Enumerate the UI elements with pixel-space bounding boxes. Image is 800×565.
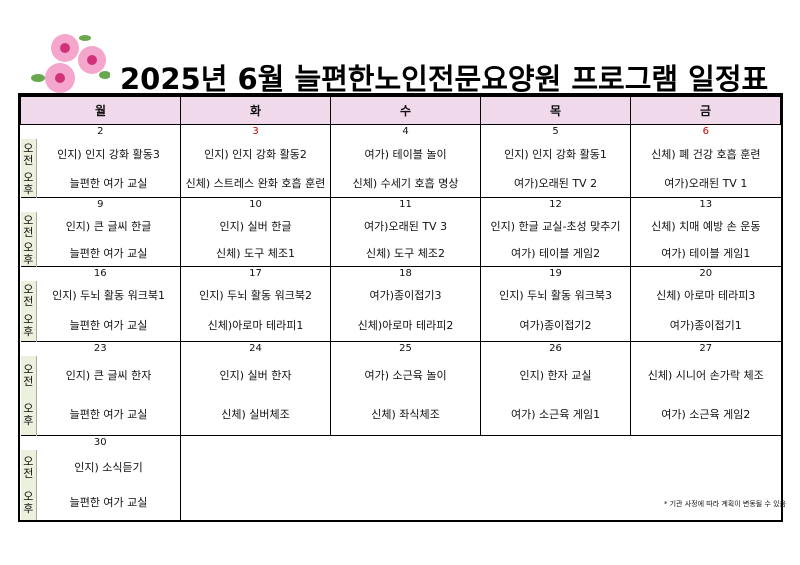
program-cell: 인지) 한글 교실-초성 맞추기 (480, 211, 631, 242)
program-cell: 늘편한 여가 교실 (69, 176, 148, 190)
date-cell: 23 (20, 340, 181, 356)
program-cell: 늘편한 여가 교실 (69, 495, 148, 509)
program-cell: 인지) 큰 글씨 한글 (65, 219, 152, 233)
program-cell: 인지) 소식듣기 (74, 460, 143, 474)
program-cell: 여가) 테이블 게임1 (630, 241, 781, 267)
program-cell: 인지) 두뇌 활동 워크북3 (480, 281, 631, 311)
date-cell: 11 (330, 196, 481, 212)
day-header: 목 (480, 95, 632, 125)
date-row: 30 (20, 435, 781, 520)
program-cell: 신체)아로마 테라피1 (180, 311, 331, 341)
pm-row: 오 후 늘편한 여가 교실 신체) 스트레스 완화 호흡 훈련 신체) 수세기 호흡 명… (20, 171, 781, 197)
day-header: 수 (330, 95, 482, 125)
pm-row: 오 후 늘편한 여가 교실 신체)아로마 테라피1 신체)아로마 테라피2 여가)종이접기… (20, 311, 781, 341)
day-header: 화 (180, 95, 332, 125)
date-cell: 30 (20, 435, 181, 450)
program-cell: 인지) 두뇌 활동 워크북1 (52, 289, 165, 302)
program-cell: 신체) 스트레스 완화 호흡 훈련 (180, 171, 331, 197)
date-cell: 10 (180, 196, 331, 212)
program-cell: 인지) 실버 한글 (180, 211, 331, 242)
program-cell: 여가) 소근육 놀이 (330, 355, 481, 396)
program-cell: 인지) 인지 강화 활동1 (480, 139, 631, 171)
program-cell: 신체) 좌식체조 (330, 395, 481, 436)
am-row: 오 전 인지) 소식듣기 (20, 450, 781, 485)
program-cell: 여가)종이접기3 (330, 281, 481, 311)
footnote: * 기관 사정에 따라 계획이 변동될 수 있음 (663, 500, 786, 508)
date-cell: 3 (180, 124, 331, 139)
day-header: 월 (19, 95, 182, 125)
date-cell: 25 (330, 340, 481, 356)
date-cell: 12 (480, 196, 631, 212)
program-cell: 인지) 인지 강화 활동3 (57, 148, 160, 161)
program-cell: 여가) 테이블 게임2 (480, 241, 631, 267)
program-cell: 인지) 큰 글씨 한자 (65, 368, 152, 382)
date-cell: 17 (180, 266, 331, 281)
program-cell: 여가)오래된 TV 1 (630, 171, 781, 197)
pm-row: 오 후 늘편한 여가 교실 신체) 실버체조 신체) 좌식체조 여가) 소근육 게임1 여가… (20, 395, 781, 436)
date-cell: 13 (630, 196, 781, 212)
schedule-table: 월 화 수 목 금 2 3 4 5 6 오 전 인지) 인지 강화 활동3 인지) 인지 강화 활동2 여가… (17, 93, 784, 522)
date-cell: 20 (630, 266, 781, 281)
date-cell: 19 (480, 266, 631, 281)
program-cell: 늘편한 여가 교실 (69, 408, 148, 422)
am-row: 오 전 인지) 인지 강화 활동3 인지) 인지 강화 활동2 여가) 테이블 놀이 인지… (20, 139, 781, 171)
program-cell: 여가)종이접기2 (480, 311, 631, 341)
program-cell: 인지) 실버 한자 (180, 355, 331, 396)
date-row: 23 24 25 26 27 (20, 340, 781, 356)
program-cell: 여가) 소근육 게임2 (630, 395, 781, 436)
date-cell: 26 (480, 340, 631, 356)
program-cell: 늘편한 여가 교실 (69, 246, 148, 260)
date-cell: 9 (20, 196, 181, 212)
program-cell: 신체) 실버체조 (180, 395, 331, 436)
program-cell: 인지) 두뇌 활동 워크북2 (180, 281, 331, 311)
page-title: 2025년 6월 늘편한노인전문요양원 프로그램 일정표 (120, 62, 769, 96)
date-cell: 27 (630, 340, 781, 356)
pm-row: 오 후 늘편한 여가 교실 (20, 485, 781, 520)
date-cell: 5 (480, 124, 631, 139)
date-cell: 4 (330, 124, 481, 139)
program-cell: 신체) 수세기 호흡 명상 (330, 171, 481, 197)
date-cell: 6 (630, 124, 781, 139)
program-cell: 신체) 아로마 테라피3 (630, 281, 781, 311)
program-cell: 인지) 한자 교실 (480, 355, 631, 396)
date-cell: 18 (330, 266, 481, 281)
program-cell: 신체) 폐 건강 호흡 훈련 (630, 139, 781, 171)
date-cell: 2 (20, 124, 181, 139)
program-cell: 여가) 소근육 게임1 (480, 395, 631, 436)
date-cell: 24 (180, 340, 331, 356)
pm-row: 오 후 늘편한 여가 교실 신체) 도구 체조1 신체) 도구 체조2 여가) 테이블 게… (20, 241, 781, 267)
empty-cell (180, 435, 781, 520)
program-cell: 신체) 치매 예방 손 운동 (630, 211, 781, 242)
am-row: 오 전 인지) 큰 글씨 한자 인지) 실버 한자 여가) 소근육 놀이 인지) 한자 교… (20, 355, 781, 396)
program-cell: 인지) 인지 강화 활동2 (180, 139, 331, 171)
date-row: 9 10 11 12 13 (20, 196, 781, 212)
program-cell: 늘편한 여가 교실 (69, 318, 148, 332)
program-cell: 여가) 테이블 놀이 (330, 139, 481, 171)
program-cell: 신체) 도구 체조2 (330, 241, 481, 267)
date-cell: 16 (20, 266, 181, 281)
am-row: 오 전 인지) 큰 글씨 한글 인지) 실버 한글 여가)오래된 TV 3 인지) 한글 … (20, 211, 781, 242)
program-cell: 여가)오래된 TV 2 (480, 171, 631, 197)
program-cell: 여가)오래된 TV 3 (330, 211, 481, 242)
program-cell: 신체) 시니어 손가락 체조 (630, 355, 781, 396)
hibiscus-flower-icon (31, 34, 110, 93)
program-cell: 신체)아로마 테라피2 (330, 311, 481, 341)
program-cell: 신체) 도구 체조1 (180, 241, 331, 267)
date-row: 16 17 18 19 20 (20, 266, 781, 281)
am-row: 오 전 인지) 두뇌 활동 워크북1 인지) 두뇌 활동 워크북2 여가)종이접기3 인지… (20, 281, 781, 311)
day-header: 금 (630, 95, 782, 125)
program-cell: 여가)종이접기1 (630, 311, 781, 341)
